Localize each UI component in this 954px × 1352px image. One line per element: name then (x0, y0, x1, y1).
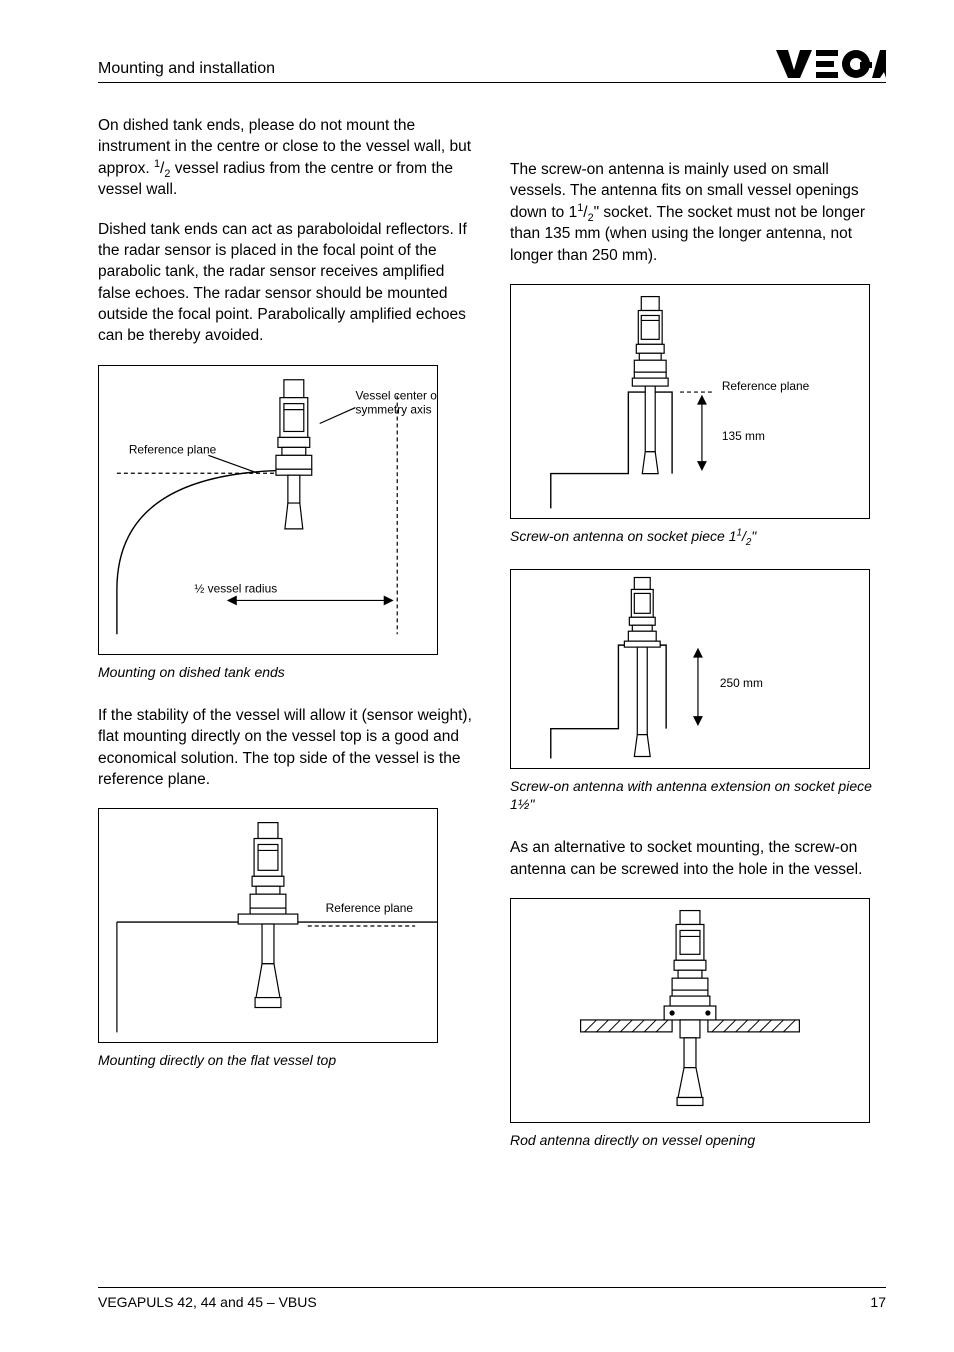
page-footer: VEGAPULS 42, 44 and 45 – VBUS 17 (98, 1287, 886, 1310)
fraction-numerator: 1 (577, 202, 583, 214)
label-dimension: 135 mm (722, 429, 765, 443)
figure-socket-antenna: Reference plane 135 mm (510, 284, 870, 519)
label-reference-plane: Reference plane (129, 442, 217, 456)
left-paragraph-3: If the stability of the vessel will allo… (98, 705, 474, 791)
left-column: On dished tank ends, please do not mount… (98, 115, 474, 1173)
text: " (751, 528, 756, 544)
fraction-numerator: 1 (154, 158, 160, 170)
figure-ext-antenna: 250 mm (510, 569, 870, 769)
left-paragraph-2: Dished tank ends can act as paraboloidal… (98, 219, 474, 347)
figure-rod-direct (510, 898, 870, 1123)
label-reference-plane: Reference plane (326, 902, 414, 916)
left-paragraph-1: On dished tank ends, please do not mount… (98, 115, 474, 201)
figure-caption-3: Screw-on antenna on socket piece 11/2" (510, 527, 886, 545)
right-column: The screw-on antenna is mainly used on s… (510, 115, 886, 1173)
figure-flat-top: Reference plane (98, 808, 438, 1043)
footer-pagenum: 17 (870, 1294, 886, 1310)
label-half-radius: ½ vessel radius (194, 581, 277, 595)
figure-caption-1: Mounting on dished tank ends (98, 663, 474, 681)
figure-dished-tank: Reference plane Vessel center or symmetr… (98, 365, 438, 655)
label-dimension: 250 mm (720, 676, 763, 690)
right-paragraph-1: The screw-on antenna is mainly used on s… (510, 159, 886, 266)
label-axis-line1: Vessel center or (355, 388, 437, 402)
page-header: Mounting and installation (98, 50, 886, 83)
header-title: Mounting and installation (98, 60, 275, 78)
figure-caption-4: Screw-on antenna with antenna extension … (510, 777, 886, 813)
label-axis-line2: symmetry axis (355, 402, 431, 416)
footer-left: VEGAPULS 42, 44 and 45 – VBUS (98, 1294, 317, 1310)
brand-logo (776, 50, 886, 78)
label-reference-plane: Reference plane (722, 379, 810, 393)
figure-caption-2: Mounting directly on the flat vessel top (98, 1051, 474, 1069)
right-paragraph-2: As an alternative to socket mounting, th… (510, 837, 886, 880)
figure-caption-5: Rod antenna directly on vessel opening (510, 1131, 886, 1149)
text: Screw-on antenna on socket piece 1 (510, 528, 736, 544)
fraction-numerator: 1 (736, 527, 741, 538)
